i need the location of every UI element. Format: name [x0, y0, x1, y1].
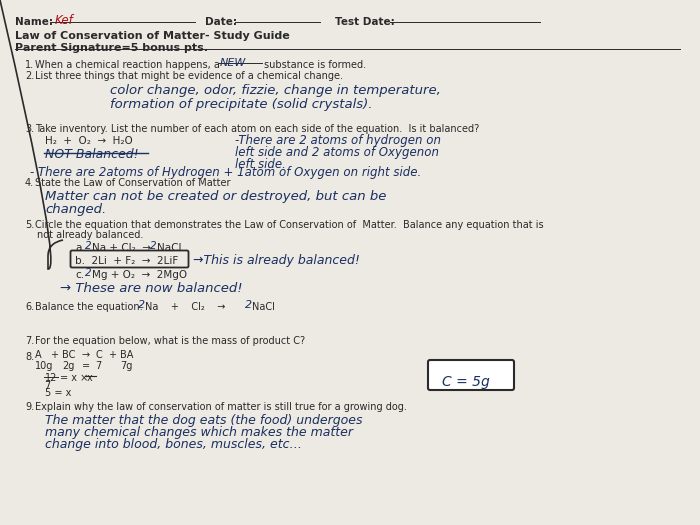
Text: x: x [87, 373, 92, 383]
Text: left side.: left side. [235, 158, 286, 171]
Text: Na + Cl₂  →: Na + Cl₂ → [92, 243, 151, 253]
Text: many chemical changes which makes the matter: many chemical changes which makes the ma… [45, 426, 353, 439]
Text: NOT Balanced!: NOT Balanced! [45, 148, 139, 161]
Text: 2: 2 [150, 241, 157, 251]
Text: not already balanced.: not already balanced. [37, 230, 144, 240]
Text: - There are 2atoms of Hydrogen + 1atom of Oxygen on right side.: - There are 2atoms of Hydrogen + 1atom o… [30, 166, 421, 179]
Text: 10g: 10g [35, 361, 53, 371]
Text: 2g: 2g [62, 361, 74, 371]
Text: A: A [35, 350, 41, 360]
Text: When a chemical reaction happens, a: When a chemical reaction happens, a [35, 60, 220, 70]
Text: = x ×: = x × [60, 373, 88, 383]
Text: change into blood, bones, muscles, etc…: change into blood, bones, muscles, etc… [45, 438, 302, 451]
Text: Matter can not be created or destroyed, but can be: Matter can not be created or destroyed, … [45, 190, 386, 203]
Text: Test Date:: Test Date: [335, 17, 395, 27]
Text: 2: 2 [85, 268, 92, 278]
Text: left side and 2 atoms of Oxygenon: left side and 2 atoms of Oxygenon [235, 146, 439, 159]
Text: Take inventory. List the number of each atom on each side of the equation.  Is i: Take inventory. List the number of each … [35, 124, 480, 134]
Text: 3.: 3. [25, 124, 34, 134]
Text: 5 = x: 5 = x [45, 388, 71, 398]
Text: NaCl: NaCl [252, 302, 275, 312]
Text: H₂  +  O₂  →  H₂O: H₂ + O₂ → H₂O [45, 136, 133, 146]
Text: Circle the equation that demonstrates the Law of Conservation of  Matter.  Balan: Circle the equation that demonstrates th… [35, 220, 544, 230]
Text: → These are now balanced!: → These are now balanced! [60, 282, 243, 295]
Text: C = 5g: C = 5g [442, 375, 490, 389]
Text: +: + [50, 350, 58, 360]
Text: a.: a. [75, 243, 85, 253]
Text: →: → [82, 350, 90, 360]
Text: 7.: 7. [25, 336, 34, 346]
Text: 2: 2 [85, 241, 92, 251]
Text: 12: 12 [45, 373, 57, 383]
Text: Law of Conservation of Matter- Study Guide: Law of Conservation of Matter- Study Gui… [15, 31, 290, 41]
Text: List three things that might be evidence of a chemical change.: List three things that might be evidence… [35, 71, 343, 81]
Text: Explain why the law of conservation of matter is still true for a growing dog.: Explain why the law of conservation of m… [35, 402, 407, 412]
Text: Parent Signature=5 bonus pts.: Parent Signature=5 bonus pts. [15, 43, 208, 53]
Text: 2: 2 [138, 300, 145, 310]
Text: 9.: 9. [25, 402, 34, 412]
Text: c.: c. [75, 270, 84, 280]
Text: -There are 2 atoms of hydrogen on: -There are 2 atoms of hydrogen on [235, 134, 441, 147]
Text: Balance the equation:: Balance the equation: [35, 302, 143, 312]
Text: 2: 2 [245, 300, 252, 310]
Text: BC: BC [62, 350, 76, 360]
Text: BA: BA [120, 350, 134, 360]
Text: NaCl: NaCl [157, 243, 181, 253]
Text: Kef: Kef [55, 14, 74, 27]
Text: State the Law of Conservation of Matter: State the Law of Conservation of Matter [35, 178, 230, 188]
Text: +: + [108, 350, 116, 360]
Text: color change, odor, fizzie, change in temperature,: color change, odor, fizzie, change in te… [110, 84, 441, 97]
Text: C: C [95, 350, 101, 360]
FancyBboxPatch shape [428, 360, 514, 390]
Text: 1.: 1. [25, 60, 34, 70]
Text: Mg + O₂  →  2MgO: Mg + O₂ → 2MgO [92, 270, 187, 280]
Text: 6.: 6. [25, 302, 34, 312]
Text: 7: 7 [44, 381, 50, 391]
Text: 5.: 5. [25, 220, 34, 230]
Text: 2.: 2. [25, 71, 34, 81]
Text: NEW: NEW [220, 58, 246, 68]
Text: =: = [82, 361, 90, 371]
Text: 7g: 7g [120, 361, 132, 371]
Text: substance is formed.: substance is formed. [264, 60, 366, 70]
Text: The matter that the dog eats (the food) undergoes: The matter that the dog eats (the food) … [45, 414, 363, 427]
Text: 8.: 8. [25, 352, 34, 362]
Text: Name:: Name: [15, 17, 53, 27]
Text: 4.: 4. [25, 178, 34, 188]
Text: →This is already balanced!: →This is already balanced! [193, 254, 360, 267]
Text: 7: 7 [95, 361, 101, 371]
Text: b.  2Li  + F₂  →  2LiF: b. 2Li + F₂ → 2LiF [75, 256, 178, 266]
Text: Na    +    Cl₂    →: Na + Cl₂ → [145, 302, 225, 312]
Text: formation of precipitate (solid crystals).: formation of precipitate (solid crystals… [110, 98, 372, 111]
Text: changed.: changed. [45, 203, 106, 216]
Text: Date:: Date: [205, 17, 237, 27]
Text: For the equation below, what is the mass of product C?: For the equation below, what is the mass… [35, 336, 305, 346]
